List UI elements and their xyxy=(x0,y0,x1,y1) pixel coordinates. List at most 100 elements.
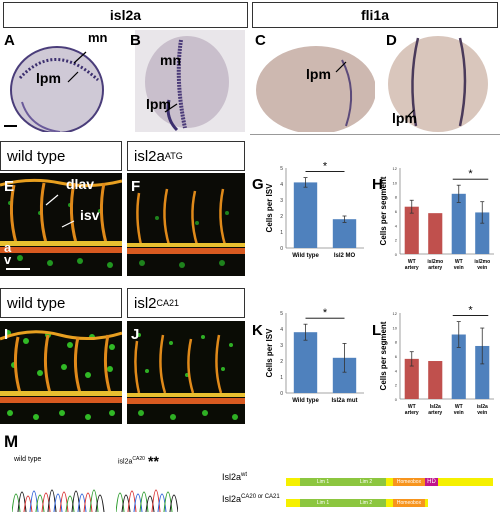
domain-mut-homeobox-label: Homeobox xyxy=(396,500,422,506)
divider-line xyxy=(250,134,500,135)
panel-e-dlav-label: dlav xyxy=(66,176,95,192)
panel-h-letter: H xyxy=(372,176,383,193)
chart-h-ytick-6: 12 xyxy=(393,166,398,171)
chart-h-ytick-2: 4 xyxy=(395,223,398,228)
domain-wt-prefix: Isl2a xyxy=(222,472,242,482)
chart-l-ytick-4: 8 xyxy=(395,340,398,345)
domain-wt-homeobox-label: Homeobox xyxy=(396,479,422,485)
chart-k-bar-0 xyxy=(293,332,318,393)
chart-l-ytick-2: 4 xyxy=(395,368,398,373)
domain-wt-homeobox xyxy=(393,478,425,486)
header-isl2a-atg-sup: ATG xyxy=(164,151,183,161)
panel-a-lpm-label: lpm xyxy=(36,70,61,86)
chart-h-xlabel-3-1: vein xyxy=(477,265,487,271)
chart-h-xlabel-0-0: WT xyxy=(408,259,416,265)
chart-k-ylabel: Cells per ISV xyxy=(265,328,274,378)
chart-l-xlabel-3-1: vein xyxy=(477,410,487,416)
chart-l-xlabel-1-1: artery xyxy=(428,410,442,416)
chart-l-bar-1 xyxy=(428,361,443,399)
chart-h-bar-1 xyxy=(428,213,443,254)
chart-g-ytick-2: 2 xyxy=(280,214,283,220)
seq-mutant-label: isl2aCA20 xyxy=(118,456,145,465)
chart-g-ytick-1: 1 xyxy=(280,230,283,236)
seq-stars: ** xyxy=(148,453,159,469)
panel-i-image xyxy=(0,321,122,424)
header-isl2-ca21-base: isl2 xyxy=(134,294,157,312)
header-fli1a-text: fli1a xyxy=(360,7,389,23)
panel-b-letter: B xyxy=(130,32,141,49)
panel-d-embryo xyxy=(380,30,498,132)
chart-l-sig-star: * xyxy=(468,305,473,317)
panel-j-image xyxy=(127,321,245,424)
chart-h-ytick-0: 0 xyxy=(395,252,398,257)
header-wild-type-2: wild type xyxy=(0,288,122,318)
domain-mut-prefix: Isl2a xyxy=(222,494,242,504)
chart-h-bar-0 xyxy=(404,206,419,254)
chart-k: 0 1 2 3 4 5 Cells per ISV Wild type Isl2a mut * xyxy=(252,295,370,425)
chart-g-ylabel: Cells per ISV xyxy=(265,183,274,233)
chart-h-xlabel-1-0: isl2mo xyxy=(427,259,443,265)
chart-h-ylabel: Cells per segment xyxy=(379,176,388,245)
panel-m-letter: M xyxy=(4,432,19,451)
chart-h-xlabel-0-1: artery xyxy=(405,265,419,271)
chart-g-svg: 0 1 2 3 4 5 Cells per ISV Wild type Isl2 MO * xyxy=(265,161,364,259)
domain-mut-lim2 xyxy=(346,499,386,507)
chart-k-ytick-4: 4 xyxy=(280,327,283,333)
header-fli1a: fli1a xyxy=(252,2,498,28)
panel-e-image xyxy=(0,173,122,276)
domain-wt-lim1 xyxy=(300,478,346,486)
domain-wt-sup: wt xyxy=(241,472,248,478)
chart-h-xlabel-2-0: WT xyxy=(455,259,463,265)
domain-wt-lim2 xyxy=(346,478,386,486)
chart-k-ytick-2: 2 xyxy=(280,359,283,365)
panel-a-letter: A xyxy=(4,32,15,49)
chart-g-ytick-3: 3 xyxy=(280,198,283,204)
chart-g-ytick-5: 5 xyxy=(280,166,283,172)
chart-h-ytick-3: 6 xyxy=(395,209,398,214)
chart-h-xlabel-1-1: artery xyxy=(428,265,442,271)
chart-l-xlabel-1-0: Isl2a xyxy=(430,404,441,410)
panel-a-embryo xyxy=(0,30,120,132)
chart-h-bar-3 xyxy=(475,212,490,254)
panel-e-isv-label: isv xyxy=(80,207,100,223)
chart-l-ytick-3: 6 xyxy=(395,354,398,359)
header-isl2-ca21: isl2 CA21 xyxy=(127,288,245,318)
chart-g-ytick-0: 0 xyxy=(280,246,283,252)
chromatogram-mutant xyxy=(115,466,179,514)
panel-e-a-label: a xyxy=(4,240,12,255)
chart-h-xlabel-2-1: vein xyxy=(454,265,464,271)
panel-b-embryo xyxy=(125,30,245,132)
chart-k-svg: 0 1 2 3 4 5 Cells per ISV Wild type Isl2a mut * xyxy=(265,307,364,404)
header-isl2a-text: isl2a xyxy=(109,7,142,23)
chart-h: 0 2 4 6 8 10 12 Cells per segment WT artery isl2mo… xyxy=(372,150,498,280)
header-wild-type-2-text: wild type xyxy=(7,294,66,312)
domain-mut-lim2-label: Lim 2 xyxy=(359,500,373,506)
domain-mut-lim1-label: Lim 1 xyxy=(316,500,330,506)
header-isl2-ca21-sup: CA21 xyxy=(156,298,180,308)
domain-mut-label: Isl2aCA20 or CA21 xyxy=(222,494,280,504)
panel-e-letter: E xyxy=(4,178,15,195)
chart-k-xlabel-1: Isl2a mut xyxy=(331,398,357,404)
chart-g-ytick-4: 4 xyxy=(280,182,283,188)
chart-h-ytick-1: 2 xyxy=(395,238,398,243)
chart-l-bar-3 xyxy=(475,345,490,399)
chart-k-ytick-3: 3 xyxy=(280,343,283,349)
chart-g-sig-star: * xyxy=(323,161,328,173)
chart-g-bar-0 xyxy=(293,182,318,248)
chart-l-ytick-6: 12 xyxy=(393,311,398,316)
header-isl2a-atg-base: isl2a xyxy=(134,147,165,165)
header-isl2a-atg: isl2a ATG xyxy=(127,141,245,171)
panel-c-lpm-label: lpm xyxy=(306,66,331,82)
panel-d-letter: D xyxy=(386,32,397,49)
chart-l-ytick-5: 10 xyxy=(393,325,398,330)
chart-k-sig-star: * xyxy=(323,307,328,319)
panel-k-letter: K xyxy=(252,322,263,339)
panel-c-embryo xyxy=(250,30,375,132)
chart-h-ytick-4: 8 xyxy=(395,195,398,200)
panel-g-letter: G xyxy=(252,176,264,193)
chart-l-ylabel: Cells per segment xyxy=(379,321,388,390)
chart-l-bar-2 xyxy=(451,334,466,399)
domain-mut-homeobox xyxy=(393,499,425,507)
chart-g-xlabel-0: Wild type xyxy=(292,253,319,259)
